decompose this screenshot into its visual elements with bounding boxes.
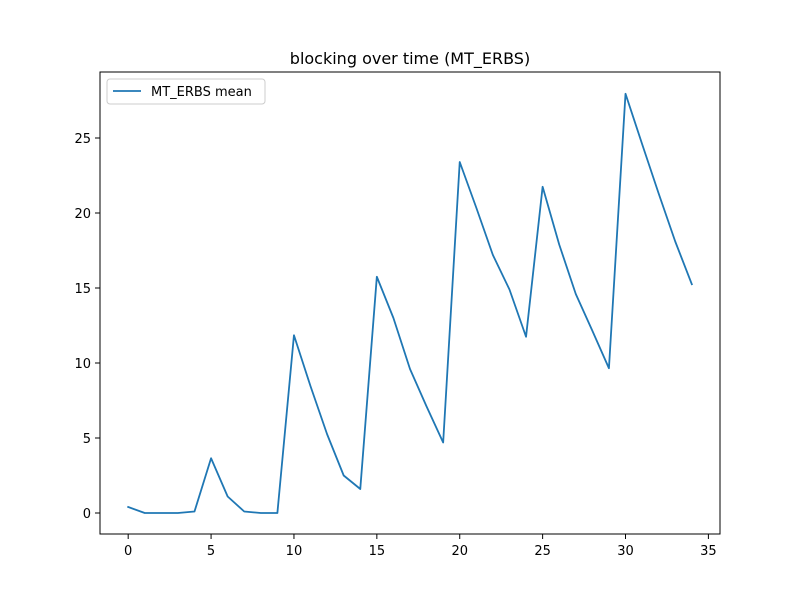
y-tick-label: 15 <box>74 282 91 297</box>
x-tick-label: 30 <box>617 544 634 559</box>
x-tick-label: 25 <box>534 544 551 559</box>
y-axis: 0 5 10 15 20 25 <box>74 132 100 522</box>
legend-box <box>106 78 266 105</box>
y-tick-label: 25 <box>74 132 91 147</box>
x-tick-label: 35 <box>700 544 717 559</box>
y-tick-label: 5 <box>83 432 91 447</box>
plot-area <box>100 72 720 534</box>
x-tick-label: 20 <box>451 544 468 559</box>
x-tick-label: 10 <box>286 544 303 559</box>
x-tick-label: 0 <box>124 544 132 559</box>
axes-spines <box>99 71 721 535</box>
y-tick-label: 0 <box>83 507 91 522</box>
legend: MT_ERBS mean <box>106 78 266 105</box>
y-tick-label: 20 <box>74 207 91 222</box>
chart-title: blocking over time (MT_ERBS) <box>290 49 530 69</box>
series-line-mt-erbs-mean <box>127 92 693 514</box>
axes-frame <box>99 71 721 535</box>
legend-label: MT_ERBS mean <box>151 85 252 100</box>
y-tick-label: 10 <box>74 357 91 372</box>
x-tick-label: 15 <box>369 544 386 559</box>
x-tick-label: 5 <box>207 544 215 559</box>
x-axis: 0 5 10 15 20 25 30 35 <box>124 534 717 559</box>
